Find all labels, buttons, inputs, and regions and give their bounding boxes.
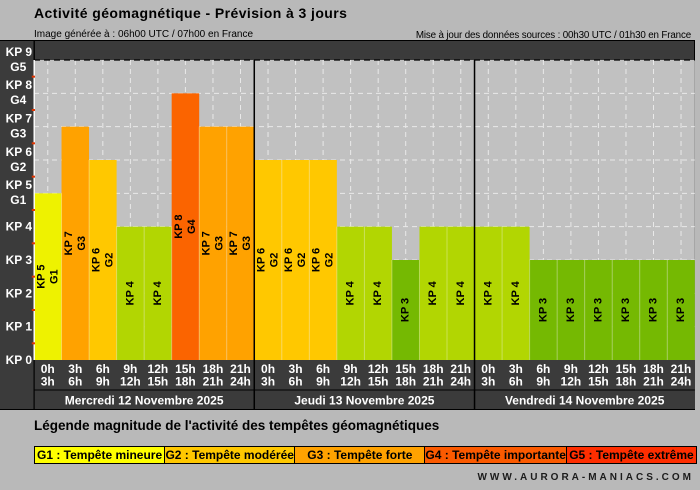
svg-text:KP 5: KP 5	[35, 265, 47, 289]
svg-text:KP 3: KP 3	[592, 298, 604, 322]
svg-text:KP 3: KP 3	[6, 253, 33, 267]
svg-text:KP 6: KP 6	[256, 248, 268, 272]
svg-text:21h: 21h	[423, 375, 444, 389]
svg-text:21h: 21h	[203, 375, 224, 389]
svg-text:18h: 18h	[616, 375, 637, 389]
svg-text:KP 4: KP 4	[482, 280, 494, 305]
svg-text:KP 4: KP 4	[6, 220, 33, 234]
svg-text:KP 2: KP 2	[6, 286, 33, 300]
svg-text:12h: 12h	[368, 362, 389, 376]
svg-text:24h: 24h	[671, 375, 692, 389]
svg-text:3h: 3h	[261, 375, 275, 389]
svg-text:9h: 9h	[344, 362, 358, 376]
svg-text:Vendredi 14 Novembre 2025: Vendredi 14 Novembre 2025	[505, 394, 665, 408]
svg-text:KP 7: KP 7	[6, 111, 33, 125]
svg-text:18h: 18h	[643, 362, 664, 376]
svg-text:15h: 15h	[616, 362, 637, 376]
svg-text:G3: G3	[76, 236, 88, 251]
svg-text:G3: G3	[10, 126, 26, 140]
svg-text:KP 3: KP 3	[648, 298, 660, 322]
svg-text:KP 3: KP 3	[620, 298, 632, 322]
svg-text:6h: 6h	[96, 362, 110, 376]
svg-text:18h: 18h	[175, 375, 196, 389]
svg-text:12h: 12h	[120, 375, 141, 389]
svg-text:0h: 0h	[41, 362, 55, 376]
svg-text:Jeudi 13 Novembre 2025: Jeudi 13 Novembre 2025	[294, 394, 434, 408]
svg-text:21h: 21h	[671, 362, 692, 376]
svg-text:3h: 3h	[41, 375, 55, 389]
svg-text:G1: G1	[48, 269, 60, 284]
svg-text:G2: G2	[103, 253, 115, 268]
svg-text:6h: 6h	[509, 375, 523, 389]
svg-text:KP 4: KP 4	[124, 280, 136, 305]
svg-text:G3: G3	[241, 236, 253, 251]
svg-text:Mercredi 12 Novembre 2025: Mercredi 12 Novembre 2025	[65, 394, 224, 408]
svg-text:G4: G4	[186, 218, 198, 234]
svg-text:18h: 18h	[395, 375, 416, 389]
svg-text:G2: G2	[324, 253, 336, 268]
svg-text:9h: 9h	[96, 375, 110, 389]
svg-text:12h: 12h	[340, 375, 361, 389]
svg-text:9h: 9h	[316, 375, 330, 389]
svg-text:6h: 6h	[68, 375, 82, 389]
svg-text:G2: G2	[269, 253, 281, 268]
svg-text:KP 7: KP 7	[63, 231, 75, 255]
svg-text:15h: 15h	[395, 362, 416, 376]
svg-text:21h: 21h	[643, 375, 664, 389]
svg-text:KP 6: KP 6	[283, 248, 295, 272]
svg-text:KP 3: KP 3	[537, 298, 549, 322]
svg-text:KP 4: KP 4	[372, 280, 384, 305]
svg-text:9h: 9h	[564, 362, 578, 376]
svg-text:KP 3: KP 3	[565, 298, 577, 322]
svg-text:3h: 3h	[289, 362, 303, 376]
svg-text:KP 6: KP 6	[90, 248, 102, 272]
svg-text:3h: 3h	[509, 362, 523, 376]
svg-text:G5: G5	[10, 60, 26, 74]
svg-text:KP 8: KP 8	[6, 78, 33, 92]
svg-text:9h: 9h	[536, 375, 550, 389]
svg-text:KP 3: KP 3	[400, 298, 412, 322]
svg-text:15h: 15h	[588, 375, 609, 389]
svg-text:G3: G3	[213, 236, 225, 251]
svg-text:21h: 21h	[450, 362, 471, 376]
svg-text:18h: 18h	[203, 362, 224, 376]
svg-text:KP 9: KP 9	[6, 45, 33, 59]
svg-text:KP 7: KP 7	[228, 231, 240, 255]
svg-text:KP 7: KP 7	[200, 231, 212, 255]
svg-text:6h: 6h	[289, 375, 303, 389]
svg-text:9h: 9h	[123, 362, 137, 376]
svg-text:0h: 0h	[481, 362, 495, 376]
svg-text:15h: 15h	[148, 375, 169, 389]
svg-text:24h: 24h	[230, 375, 251, 389]
svg-text:6h: 6h	[536, 362, 550, 376]
svg-text:G4: G4	[10, 93, 26, 107]
svg-text:KP 4: KP 4	[427, 280, 439, 305]
svg-text:KP 5: KP 5	[6, 178, 33, 192]
svg-text:KP 4: KP 4	[455, 280, 467, 305]
svg-text:KP 0: KP 0	[6, 353, 33, 367]
svg-text:21h: 21h	[230, 362, 251, 376]
svg-text:KP 8: KP 8	[173, 215, 185, 239]
svg-text:KP 6: KP 6	[311, 248, 323, 272]
svg-text:18h: 18h	[423, 362, 444, 376]
svg-text:G2: G2	[10, 160, 26, 174]
svg-text:3h: 3h	[68, 362, 82, 376]
svg-text:12h: 12h	[561, 375, 582, 389]
svg-text:KP 3: KP 3	[675, 298, 687, 322]
svg-text:G2: G2	[296, 253, 308, 268]
svg-text:KP 1: KP 1	[6, 320, 33, 334]
svg-text:3h: 3h	[481, 375, 495, 389]
svg-text:0h: 0h	[261, 362, 275, 376]
svg-text:12h: 12h	[588, 362, 609, 376]
svg-text:KP 4: KP 4	[152, 280, 164, 305]
svg-text:24h: 24h	[450, 375, 471, 389]
svg-text:12h: 12h	[148, 362, 169, 376]
svg-text:15h: 15h	[368, 375, 389, 389]
svg-text:6h: 6h	[316, 362, 330, 376]
svg-text:G1: G1	[10, 193, 26, 207]
svg-text:15h: 15h	[175, 362, 196, 376]
svg-text:KP 4: KP 4	[510, 280, 522, 305]
svg-text:KP 4: KP 4	[345, 280, 357, 305]
svg-text:KP 6: KP 6	[6, 145, 33, 159]
